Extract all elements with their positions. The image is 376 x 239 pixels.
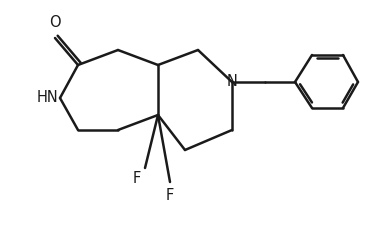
Text: F: F — [133, 171, 141, 186]
Text: N: N — [227, 75, 237, 89]
Text: F: F — [166, 188, 174, 203]
Text: O: O — [49, 15, 61, 30]
Text: HN: HN — [36, 91, 58, 105]
